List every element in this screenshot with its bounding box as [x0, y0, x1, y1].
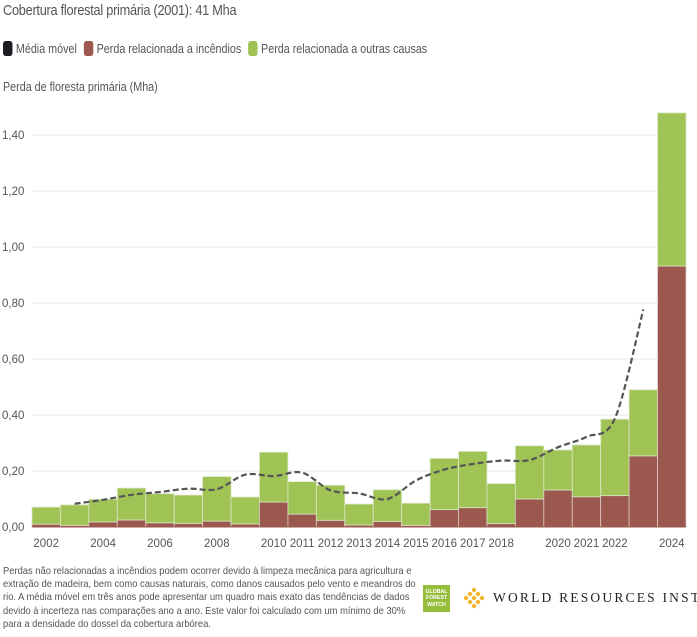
gfw-logo-text: FOREST	[425, 595, 448, 602]
bar-fire-2008	[202, 520, 232, 528]
bar-other-2023	[628, 389, 658, 457]
bar-fire-2004	[88, 521, 118, 528]
bar-other-2006	[145, 493, 175, 524]
bar-other-2009	[230, 496, 260, 525]
y-tick-label: 1,20	[2, 186, 24, 198]
x-tick-label: 2020	[545, 538, 571, 550]
y-tick-label: 0,80	[2, 298, 24, 310]
x-tick-label: 2006	[147, 538, 173, 550]
bar-fire-2017	[458, 507, 488, 528]
bar-other-2017	[458, 450, 488, 509]
x-tick-label: 2022	[602, 538, 628, 550]
legend-label: Perda relacionada a outras causas	[261, 41, 428, 56]
gridlines	[32, 134, 686, 472]
legend-item-fire[interactable]: Perda relacionada a incêndios	[83, 41, 242, 56]
x-tick-label: 2011	[290, 538, 315, 550]
x-axis-ticks: 2002 2004 2006 2008 2010 2011 2012 2013 2014 2015…	[33, 538, 685, 550]
y-tick-label: 1,40	[2, 130, 24, 142]
bar-fire-2018	[486, 523, 516, 528]
legend-item-moving-average[interactable]: Média móvel	[3, 41, 77, 56]
bar-fire-2012	[315, 519, 346, 528]
x-tick-label: 2016	[432, 538, 458, 550]
y-axis-title: Perda de floresta primária (Mha)	[3, 80, 158, 94]
x-tick-label: 2002	[33, 538, 59, 550]
x-tick-label: 2017	[460, 538, 486, 550]
bar-other-2008	[202, 476, 232, 522]
bar-fire-2020	[543, 489, 573, 528]
x-tick-label: 2013	[346, 538, 372, 550]
bar-fire-2023	[628, 455, 658, 528]
x-tick-label: 2021	[574, 538, 600, 550]
bar-fire-2014	[372, 521, 403, 528]
x-tick-label: 2018	[488, 538, 514, 550]
bar-fire-2005	[116, 519, 147, 528]
gfw-logo-text: WATCH	[427, 601, 446, 608]
bar-other-2019	[514, 445, 545, 500]
x-tick-label: 2014	[375, 538, 401, 550]
x-tick-label: 2012	[318, 538, 344, 550]
legend: Média móvel Perda relacionada a incêndio…	[3, 41, 434, 56]
bar-fire-2021	[571, 496, 602, 528]
bar-fire-2006	[145, 522, 175, 528]
bar-other-2010	[259, 451, 289, 503]
bar-fire-2007	[173, 522, 204, 528]
gfw-logo-text: GLOBAL	[425, 589, 448, 596]
chart-plot: 0,000,200,400,600,801,001,201,40 2002 200…	[2, 112, 687, 550]
moving-average-line	[74, 309, 645, 505]
x-tick-label: 2010	[261, 538, 287, 550]
bar-other-2002	[31, 506, 61, 525]
x-tick-label: 2008	[204, 538, 230, 550]
y-tick-label: 0,40	[2, 410, 24, 422]
bar-other-2022	[600, 418, 630, 497]
bars	[31, 112, 687, 528]
bar-fire-2010	[259, 501, 289, 528]
y-tick-label: 1,00	[2, 242, 24, 254]
legend-swatch-other	[248, 41, 258, 56]
footnote: Perdas não relacionadas a incêndios pode…	[3, 566, 416, 630]
bar-other-2015	[401, 502, 431, 526]
legend-label: Perda relacionada a incêndios	[96, 41, 242, 56]
legend-item-other[interactable]: Perda relacionada a outras causas	[248, 41, 427, 56]
bar-fire-2016	[429, 509, 459, 528]
gfw-logo[interactable]: GLOBAL FOREST WATCH	[423, 585, 450, 612]
wri-logo-icon	[463, 587, 485, 609]
wri-logo[interactable]: WORLD RESOURCES INSTITUTE	[463, 587, 697, 609]
y-tick-label: 0,60	[2, 354, 24, 366]
bar-other-2018	[486, 483, 516, 525]
y-tick-label: 0,00	[2, 522, 24, 534]
x-tick-label: 2024	[659, 538, 685, 550]
y-tick-label: 0,20	[2, 466, 24, 478]
legend-swatch-fire	[83, 41, 94, 56]
legend-swatch-moving-average	[3, 41, 13, 56]
x-tick-label: 2004	[90, 538, 116, 550]
bar-other-2013	[344, 503, 374, 526]
legend-label: Média móvel	[15, 41, 77, 56]
bar-other-2024	[657, 112, 687, 267]
bar-other-2007	[173, 494, 204, 524]
bar-other-2020	[543, 449, 573, 491]
y-axis-ticks: 0,00 0,20 0,40 0,60 0,80 1,00 1,20 1,40	[2, 130, 24, 534]
moving-average-layer	[74, 309, 645, 505]
bar-fire-2024	[657, 265, 687, 528]
wri-logo-text: WORLD RESOURCES INSTITUTE	[493, 590, 697, 605]
bar-other-2021	[571, 444, 602, 498]
chart-title: Cobertura florestal primária (2001): 41 …	[3, 3, 237, 19]
bar-fire-2022	[600, 495, 630, 528]
bar-fire-2019	[514, 498, 545, 528]
bar-fire-2011	[287, 513, 317, 528]
x-tick-label: 2015	[403, 538, 429, 550]
bar-other-2011	[287, 481, 317, 515]
bar-other-2004	[88, 498, 118, 523]
bar-other-2003	[60, 504, 90, 526]
